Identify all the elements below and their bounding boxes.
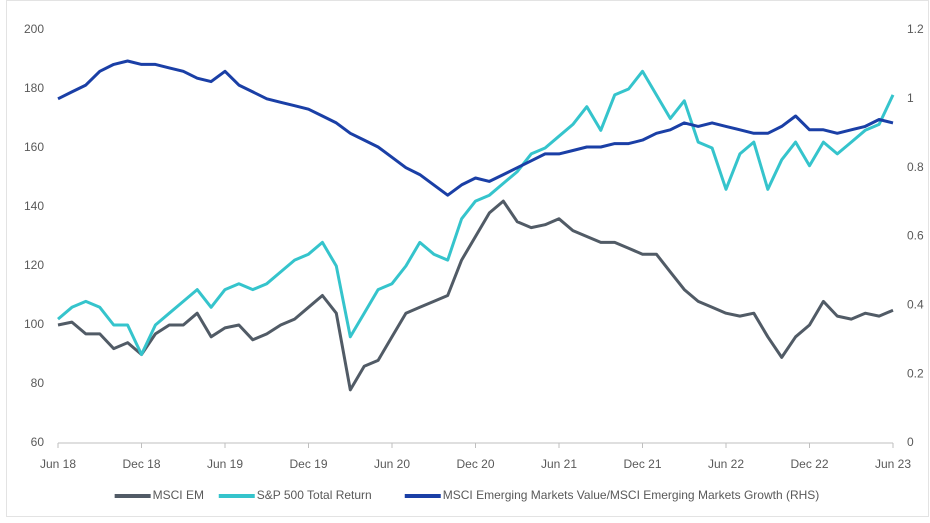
y-tick-label: 60: [31, 435, 45, 449]
y-tick-label: 100: [24, 317, 44, 331]
series-line: [57, 69, 895, 356]
y-tick-label: 160: [24, 140, 44, 154]
y2-tick-label: 0.8: [907, 160, 924, 174]
y-tick-label: 120: [24, 258, 44, 272]
series-line: [57, 59, 894, 197]
y2-tick-label: 0.6: [907, 229, 924, 243]
legend-label: S&P 500 Total Return: [257, 488, 372, 502]
x-tick-label: Dec 21: [623, 457, 661, 471]
legend-label: MSCI EM: [153, 488, 204, 502]
legend-label: MSCI Emerging Markets Value/MSCI Emergin…: [443, 488, 820, 502]
y2-tick-label: 1: [907, 91, 914, 105]
x-tick-label: Dec 18: [122, 457, 160, 471]
x-tick-label: Jun 20: [374, 457, 410, 471]
y2-tick-label: 1.2: [907, 22, 924, 36]
x-tick-label: Jun 21: [541, 457, 577, 471]
y2-tick-label: 0.4: [907, 298, 924, 312]
chart-frame: [6, 0, 929, 517]
y2-tick-label: 0.2: [907, 366, 924, 380]
x-tick-label: Dec 19: [289, 457, 327, 471]
y2-tick-label: 0: [907, 435, 914, 449]
y-tick-label: 80: [31, 376, 45, 390]
y-tick-label: 140: [24, 199, 44, 213]
x-tick-label: Dec 22: [790, 457, 828, 471]
x-tick-label: Dec 20: [456, 457, 494, 471]
series-line: [57, 199, 894, 392]
y-tick-label: 200: [24, 22, 44, 36]
y-tick-label: 180: [24, 81, 44, 95]
x-tick-label: Jun 22: [708, 457, 744, 471]
x-tick-label: Jun 19: [207, 457, 243, 471]
x-tick-label: Jun 18: [40, 457, 76, 471]
x-tick-label: Jun 23: [875, 457, 911, 471]
